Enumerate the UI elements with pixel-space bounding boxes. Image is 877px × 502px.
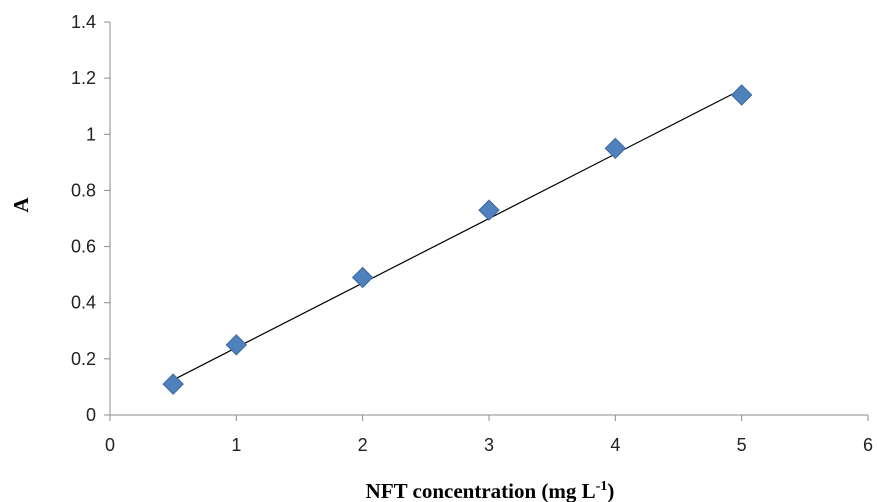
data-point — [604, 137, 627, 160]
x-tick-label: 1 — [231, 435, 241, 455]
y-axis-title: A — [9, 197, 33, 213]
data-point — [730, 84, 753, 106]
y-tick-label: 1.2 — [71, 68, 96, 88]
x-tick-label: 0 — [105, 435, 115, 455]
data-point — [478, 199, 500, 221]
y-tick-label: 1.4 — [71, 12, 96, 32]
y-tick-label: 0.8 — [71, 180, 96, 200]
y-axis-ticks: 0 0.2 0.4 0.6 0.8 1 1.2 1.4 — [71, 12, 110, 425]
data-point — [225, 334, 248, 356]
y-tick-label: 0.6 — [71, 237, 96, 257]
data-point — [351, 266, 374, 289]
x-axis-title-sup: -1 — [596, 479, 608, 494]
y-tick-label: 0 — [86, 405, 96, 425]
x-tick-label: 5 — [737, 435, 747, 455]
x-axis-title-main: NFT concentration (mg L — [366, 479, 596, 502]
trendline — [172, 88, 742, 381]
y-tick-label: 1 — [86, 124, 96, 144]
x-tick-label: 3 — [484, 435, 494, 455]
y-tick-label: 0.4 — [71, 293, 96, 313]
x-tick-label: 4 — [610, 435, 620, 455]
x-axis-ticks: 0 1 2 3 4 5 6 — [105, 415, 873, 455]
data-points — [162, 84, 753, 395]
x-tick-label: 2 — [358, 435, 368, 455]
data-point — [162, 373, 184, 395]
x-tick-label: 6 — [863, 435, 873, 455]
x-axis-title: NFT concentration (mg L-1) — [366, 479, 615, 502]
x-axis-title-end: ) — [607, 479, 614, 502]
y-tick-label: 0.2 — [71, 349, 96, 369]
